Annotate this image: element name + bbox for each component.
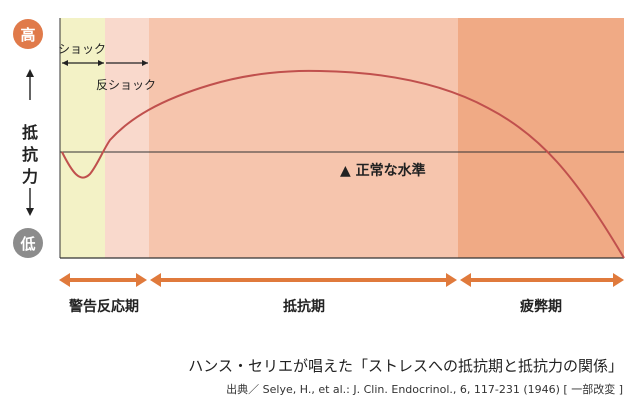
alarm-arrow-left-head <box>59 273 70 287</box>
resistance-phase-label: 抵抗期 <box>283 299 325 315</box>
high-badge: 高 <box>13 19 43 49</box>
shock-bracket-left-head <box>62 60 68 66</box>
down-arrowhead-icon <box>26 208 34 216</box>
resistance-arrow-left-head <box>150 273 161 287</box>
shock-label: ショック <box>58 42 107 56</box>
zone-resistance <box>149 18 458 258</box>
shock-bracket-right-head <box>98 60 104 66</box>
alarm-phase-label: 警告反応期 <box>69 299 139 315</box>
zone-exhaustion <box>458 18 624 258</box>
exhaustion-arrow-left-head <box>460 273 471 287</box>
y-axis-label: 抵抗力 <box>22 123 39 186</box>
exhaustion-phase-label: 疲弊期 <box>520 299 562 315</box>
zone-shock <box>60 18 105 258</box>
alarm-arrow-right-head <box>136 273 147 287</box>
exhaustion-arrow-right-head <box>613 273 624 287</box>
resistance-curve <box>61 69 625 259</box>
normal-level-label: ▲ 正常な水準 <box>340 163 426 179</box>
caption-title: ハンス・セリエが唱えた「ストレスへの抵抗期と抵抗力の関係」 <box>188 357 623 375</box>
low-badge: 低 <box>13 228 43 258</box>
caption-source: 出典／ Selye, H., et al.: J. Clin. Endocrin… <box>226 383 623 396</box>
up-arrowhead-icon <box>26 69 34 77</box>
antishock-bracket-right-head <box>142 60 148 66</box>
antishock-label: 反ショック <box>96 78 157 92</box>
resistance-arrow-right-head <box>446 273 457 287</box>
